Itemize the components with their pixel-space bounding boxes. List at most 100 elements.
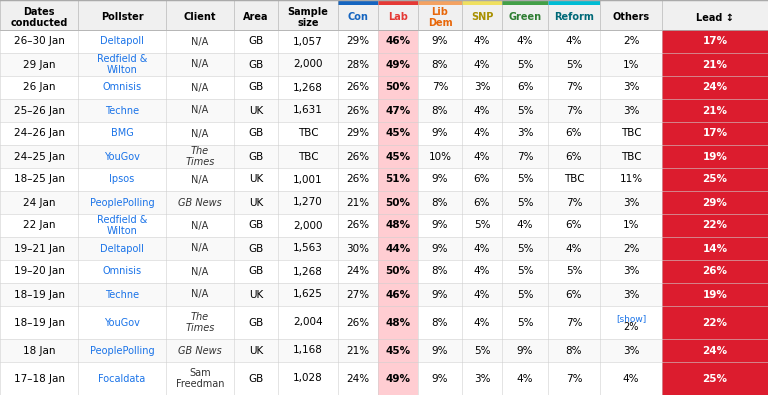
Bar: [0, 214, 662, 237]
Text: GB: GB: [248, 374, 263, 384]
Text: Lib
Dem: Lib Dem: [428, 7, 452, 28]
Text: 18–25 Jan: 18–25 Jan: [14, 175, 65, 184]
Text: N/A: N/A: [191, 243, 209, 254]
Text: 7%: 7%: [566, 105, 582, 115]
Text: GB: GB: [248, 152, 263, 162]
Text: Omnisis: Omnisis: [102, 267, 141, 276]
Text: 5%: 5%: [474, 346, 490, 356]
Bar: [0, 168, 662, 191]
Text: 50%: 50%: [386, 267, 411, 276]
Text: UK: UK: [249, 105, 263, 115]
Text: N/A: N/A: [191, 83, 209, 92]
Bar: [0, 76, 662, 99]
Text: 4%: 4%: [517, 220, 533, 231]
Text: 47%: 47%: [386, 105, 411, 115]
Text: [show]: [show]: [616, 314, 646, 323]
Text: 14%: 14%: [703, 243, 727, 254]
Text: 26%: 26%: [346, 105, 369, 115]
Text: TBC: TBC: [298, 128, 318, 139]
Text: 1,268: 1,268: [293, 83, 323, 92]
Text: 2,000: 2,000: [293, 60, 323, 70]
Text: 7%: 7%: [517, 152, 533, 162]
Bar: [418, 0, 462, 5]
Text: YouGov: YouGov: [104, 152, 140, 162]
Text: TBC: TBC: [621, 152, 641, 162]
Bar: [662, 122, 768, 145]
Text: Focaldata: Focaldata: [98, 374, 146, 384]
Text: 4%: 4%: [474, 128, 490, 139]
Text: 5%: 5%: [517, 290, 533, 299]
Text: 4%: 4%: [474, 105, 490, 115]
Text: 6%: 6%: [566, 290, 582, 299]
Bar: [662, 362, 768, 395]
Text: 1,625: 1,625: [293, 290, 323, 299]
Text: TBC: TBC: [564, 175, 584, 184]
Text: 9%: 9%: [432, 243, 449, 254]
Text: 50%: 50%: [386, 198, 411, 207]
Text: 4%: 4%: [474, 152, 490, 162]
Text: 7%: 7%: [432, 83, 449, 92]
Text: 18–19 Jan: 18–19 Jan: [14, 290, 65, 299]
Text: GB: GB: [248, 267, 263, 276]
Text: 49%: 49%: [386, 60, 411, 70]
Bar: [662, 76, 768, 99]
Text: 8%: 8%: [432, 60, 449, 70]
Text: 21%: 21%: [346, 346, 369, 356]
Bar: [378, 339, 418, 362]
Text: Sam
Freedman: Sam Freedman: [176, 368, 224, 389]
Text: BMG: BMG: [111, 128, 134, 139]
Text: 29%: 29%: [703, 198, 727, 207]
Text: 4%: 4%: [474, 243, 490, 254]
Bar: [662, 30, 768, 53]
Text: 6%: 6%: [566, 220, 582, 231]
Text: 49%: 49%: [386, 374, 411, 384]
Text: 4%: 4%: [474, 60, 490, 70]
Text: 4%: 4%: [474, 318, 490, 327]
Bar: [378, 214, 418, 237]
Bar: [662, 145, 768, 168]
Text: 6%: 6%: [474, 175, 490, 184]
Text: 46%: 46%: [386, 36, 411, 47]
Text: 17–18 Jan: 17–18 Jan: [14, 374, 65, 384]
Text: 1,631: 1,631: [293, 105, 323, 115]
Text: 9%: 9%: [432, 290, 449, 299]
Text: 1,168: 1,168: [293, 346, 323, 356]
Text: Green: Green: [508, 13, 541, 23]
Text: 4%: 4%: [474, 36, 490, 47]
Text: 17%: 17%: [703, 36, 727, 47]
Text: 1,563: 1,563: [293, 243, 323, 254]
Text: Redfield &
Wilton: Redfield & Wilton: [97, 54, 147, 75]
Text: Sample
size: Sample size: [287, 7, 329, 28]
Bar: [462, 0, 502, 5]
Text: 5%: 5%: [566, 267, 582, 276]
Text: 7%: 7%: [566, 83, 582, 92]
Text: 29%: 29%: [346, 36, 369, 47]
Text: YouGov: YouGov: [104, 318, 140, 327]
Text: UK: UK: [249, 175, 263, 184]
Bar: [378, 260, 418, 283]
Text: 26%: 26%: [703, 267, 727, 276]
Text: 48%: 48%: [386, 318, 411, 327]
Bar: [338, 0, 378, 5]
Bar: [0, 53, 662, 76]
Text: Others: Others: [612, 13, 650, 23]
Text: 29%: 29%: [346, 128, 369, 139]
Text: UK: UK: [249, 198, 263, 207]
Text: 1,057: 1,057: [293, 36, 323, 47]
Bar: [378, 362, 418, 395]
Text: 26%: 26%: [346, 83, 369, 92]
Text: N/A: N/A: [191, 175, 209, 184]
Text: 44%: 44%: [386, 243, 411, 254]
Text: GB News: GB News: [178, 346, 222, 356]
Bar: [502, 0, 548, 5]
Text: 10%: 10%: [429, 152, 452, 162]
Bar: [378, 237, 418, 260]
Bar: [378, 168, 418, 191]
Text: 24%: 24%: [346, 267, 369, 276]
Text: Deltapoll: Deltapoll: [100, 36, 144, 47]
Text: 19–21 Jan: 19–21 Jan: [14, 243, 65, 254]
Text: 8%: 8%: [566, 346, 582, 356]
Text: Lab: Lab: [388, 13, 408, 23]
Text: 22 Jan: 22 Jan: [23, 220, 55, 231]
Text: 2,004: 2,004: [293, 318, 323, 327]
